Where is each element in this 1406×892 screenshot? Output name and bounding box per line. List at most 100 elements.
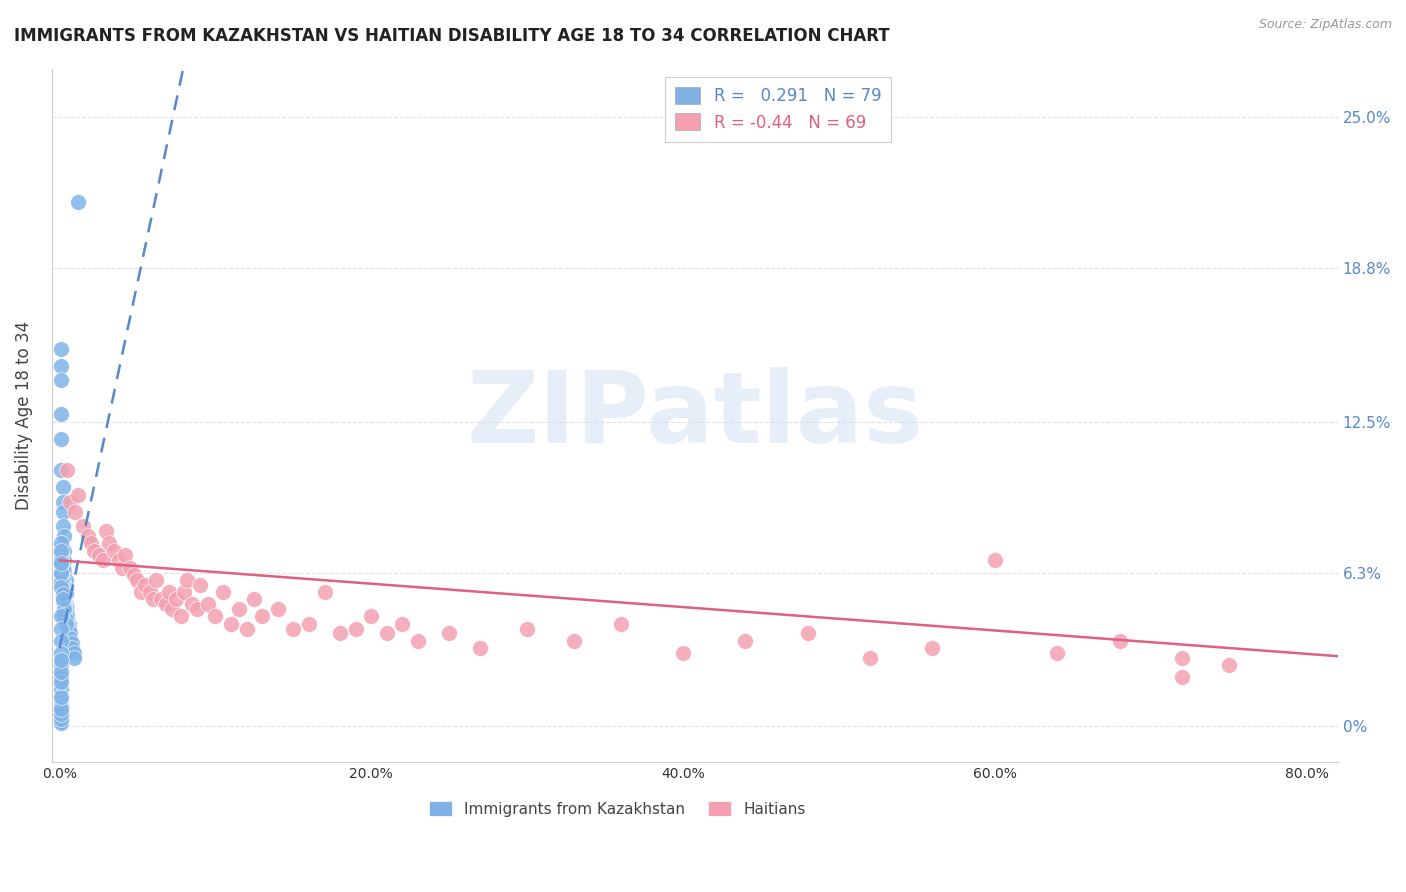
Point (118, 560, 141, 574)
Point (228, 602, 250, 616)
Point (52, 560, 75, 574)
Point (49, 716, 72, 731)
Point (52, 495, 75, 509)
Point (55, 582, 77, 597)
Point (49, 682, 72, 697)
Point (166, 592, 188, 607)
Point (49, 646, 72, 660)
Point (49, 699, 72, 714)
Point (59, 626, 82, 640)
Point (1171, 650, 1194, 665)
Point (129, 585, 152, 599)
Point (49, 359, 72, 373)
Point (67, 487, 90, 501)
Point (516, 622, 538, 636)
Point (52, 577, 75, 591)
Point (53, 607, 76, 621)
Point (49, 658, 72, 673)
Point (49, 665, 72, 680)
Point (52, 519, 75, 533)
Point (55, 612, 77, 626)
Point (56, 463, 79, 477)
Y-axis label: Disability Age 18 to 34: Disability Age 18 to 34 (15, 321, 32, 510)
Point (49, 702, 72, 716)
Point (53, 592, 76, 607)
Point (562, 633, 585, 648)
Point (157, 585, 180, 599)
Text: IMMIGRANTS FROM KAZAKHSTAN VS HAITIAN DISABILITY AGE 18 TO 34 CORRELATION CHART: IMMIGRANTS FROM KAZAKHSTAN VS HAITIAN DI… (14, 27, 890, 45)
Point (52, 582, 75, 597)
Point (173, 585, 195, 599)
Point (59, 495, 82, 509)
Point (49, 609, 72, 624)
Point (96, 524, 118, 538)
Point (49, 575, 72, 590)
Point (921, 640, 943, 655)
Point (1171, 670, 1194, 684)
Point (63, 505, 86, 519)
Point (176, 573, 198, 587)
Point (55, 605, 77, 619)
Point (134, 577, 156, 591)
Point (391, 616, 413, 631)
Point (49, 543, 72, 558)
Point (298, 616, 321, 631)
Point (72, 519, 94, 533)
Point (212, 585, 235, 599)
Point (49, 556, 72, 570)
Point (329, 626, 352, 640)
Point (76, 529, 98, 543)
Text: Source: ZipAtlas.com: Source: ZipAtlas.com (1258, 18, 1392, 31)
Point (160, 602, 183, 616)
Point (59, 632, 82, 646)
Point (56, 607, 79, 621)
Point (470, 640, 492, 655)
Point (49, 549, 72, 563)
Point (188, 577, 211, 591)
Point (62, 650, 84, 665)
Point (1046, 646, 1069, 660)
Point (49, 536, 72, 550)
Point (267, 602, 290, 616)
Legend: Immigrants from Kazakhstan, Haitians: Immigrants from Kazakhstan, Haitians (422, 793, 814, 824)
Point (49, 653, 72, 667)
Point (375, 626, 398, 640)
Point (181, 597, 204, 611)
Point (49, 712, 72, 726)
Point (87, 549, 110, 563)
Point (314, 585, 336, 599)
Point (52, 505, 75, 519)
Point (98, 536, 121, 550)
Point (60, 636, 83, 650)
Point (360, 609, 382, 624)
Point (49, 633, 72, 648)
Point (49, 695, 72, 709)
Point (1218, 658, 1240, 673)
Text: ZIPatlas: ZIPatlas (467, 367, 924, 464)
Point (49, 706, 72, 721)
Point (56, 602, 79, 616)
Point (235, 622, 257, 636)
Point (127, 573, 149, 587)
Point (53, 597, 76, 611)
Point (49, 580, 72, 594)
Point (52, 590, 75, 604)
Point (406, 633, 429, 648)
Point (49, 558, 72, 573)
Point (83, 543, 105, 558)
Point (52, 573, 75, 587)
Point (439, 626, 461, 640)
Point (49, 463, 72, 477)
Point (797, 626, 820, 640)
Point (170, 609, 193, 624)
Point (53, 585, 76, 599)
Point (55, 597, 77, 611)
Point (49, 553, 72, 567)
Point (155, 597, 177, 611)
Point (67, 195, 90, 210)
Point (186, 602, 208, 616)
Point (55, 616, 77, 631)
Point (142, 592, 165, 607)
Point (139, 585, 162, 599)
Point (52, 587, 75, 601)
